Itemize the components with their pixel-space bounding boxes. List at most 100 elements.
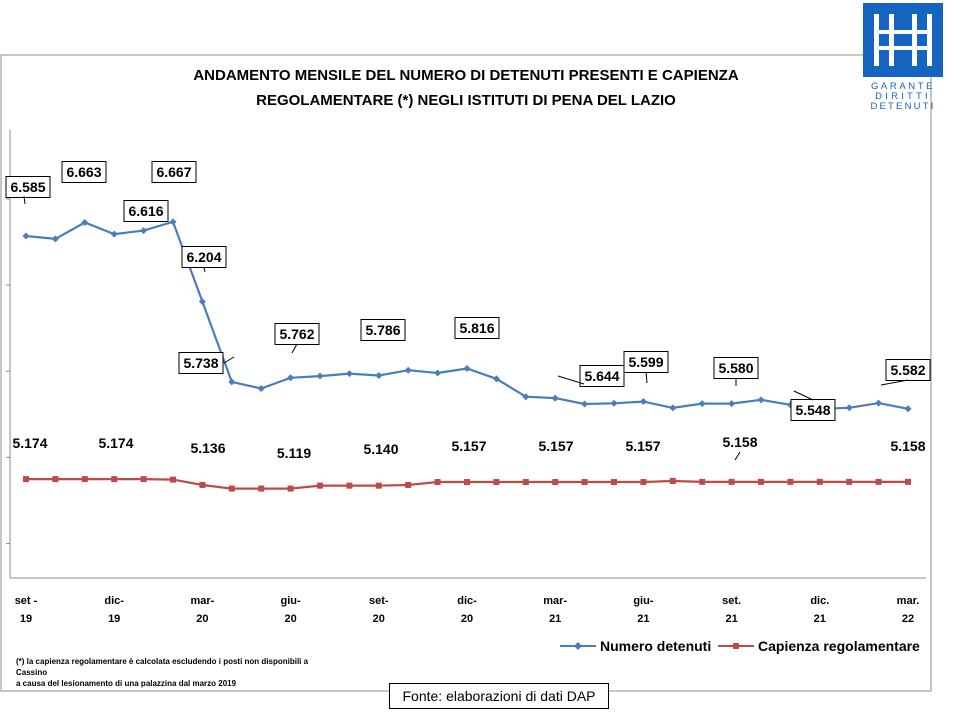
x-tick-label: giu- xyxy=(281,595,301,607)
data-point xyxy=(610,399,618,407)
logo-emblem-mark xyxy=(874,14,932,66)
data-point xyxy=(316,372,324,380)
data-point xyxy=(51,235,59,243)
data-point xyxy=(816,478,823,485)
data-label-box xyxy=(579,365,625,387)
data-label: 5.762 xyxy=(279,326,314,342)
legend: Numero detenuti Capienza regolamentare xyxy=(560,638,920,654)
data-point xyxy=(728,478,735,485)
data-label: 5.580 xyxy=(718,360,753,376)
data-point xyxy=(110,230,118,238)
data-point xyxy=(111,476,118,483)
data-point xyxy=(228,485,235,492)
data-point xyxy=(669,477,676,484)
data-label-leader xyxy=(291,343,298,354)
data-label: 5.738 xyxy=(183,355,218,371)
data-point xyxy=(140,227,148,235)
data-point xyxy=(581,479,588,486)
data-point xyxy=(464,479,470,486)
data-label-leader xyxy=(793,390,814,401)
data-point xyxy=(170,476,176,483)
data-label: 6.663 xyxy=(66,164,101,180)
data-point xyxy=(639,398,647,406)
data-point xyxy=(728,400,736,408)
data-label-box xyxy=(61,161,107,183)
data-label-leader xyxy=(645,371,648,384)
data-point xyxy=(492,375,500,383)
data-point xyxy=(22,232,30,240)
data-point xyxy=(493,479,500,486)
data-point xyxy=(345,370,353,378)
data-point xyxy=(228,378,236,386)
x-tick-label: 19 xyxy=(108,613,120,625)
data-label-box xyxy=(123,200,169,222)
x-tick-label: 21 xyxy=(814,613,826,625)
data-point xyxy=(611,479,617,486)
x-tick-label: set - xyxy=(15,595,38,607)
logo-text-garante: GARANTE xyxy=(871,81,935,92)
data-point xyxy=(522,393,530,401)
data-point xyxy=(317,482,323,489)
x-tick-label: dic. xyxy=(810,595,829,607)
footnote-line-2: a causa del lesionamento di una palazzin… xyxy=(16,679,237,688)
data-label-box xyxy=(360,319,406,341)
data-point xyxy=(198,298,206,306)
x-tick-label: giu- xyxy=(633,595,653,607)
x-tick-label: 22 xyxy=(902,613,914,625)
x-tick-label: dic- xyxy=(104,595,124,607)
data-point xyxy=(81,476,88,483)
data-point xyxy=(875,399,883,407)
data-point xyxy=(169,218,177,226)
chart-title-line-2: REGOLAMENTARE (*) NEGLI ISTITUTI DI PENA… xyxy=(256,92,676,109)
data-label: 5.158 xyxy=(722,434,757,450)
data-point xyxy=(257,384,265,392)
data-point xyxy=(463,364,471,372)
data-point xyxy=(434,479,441,486)
data-point xyxy=(140,476,147,483)
data-label-leader xyxy=(557,375,585,385)
data-point xyxy=(551,394,559,402)
data-point xyxy=(640,479,647,486)
footnote-line-1: (*) la capienza regolamentare è calcolat… xyxy=(16,657,309,677)
data-label: 5.174 xyxy=(98,435,133,451)
x-tick-label: 21 xyxy=(725,613,737,625)
data-label: 5.158 xyxy=(890,438,925,454)
x-tick-label: 20 xyxy=(373,613,385,625)
data-point xyxy=(346,482,353,489)
data-point xyxy=(375,372,383,380)
logo-text-diritti: DIRITTI xyxy=(875,91,931,102)
data-point xyxy=(875,478,882,485)
data-label: 5.174 xyxy=(12,435,47,451)
data-point xyxy=(375,482,382,489)
data-point xyxy=(23,476,29,483)
legend-label-capienza: Capienza regolamentare xyxy=(758,638,920,654)
legend-marker-numero-detenuti xyxy=(574,642,582,650)
garante-logo: GARANTE DIRITTI DETENUTI xyxy=(863,3,943,112)
data-point xyxy=(905,478,911,485)
data-label-leader xyxy=(880,379,909,386)
data-label: 5.157 xyxy=(538,438,573,454)
data-label: 5.644 xyxy=(584,368,619,384)
data-point xyxy=(404,366,412,374)
x-tick-label: 21 xyxy=(549,613,561,625)
x-tick-label: mar- xyxy=(543,595,567,607)
data-point xyxy=(81,219,89,227)
data-point xyxy=(698,400,706,408)
data-label: 5.157 xyxy=(451,438,486,454)
data-point xyxy=(581,400,589,408)
data-label: 5.140 xyxy=(363,441,398,457)
data-point xyxy=(287,374,295,382)
logo-text-detenuti: DETENUTI xyxy=(870,101,935,112)
data-point xyxy=(522,479,529,486)
data-label-box xyxy=(178,352,224,374)
data-point xyxy=(787,478,794,485)
data-label: 6.204 xyxy=(186,249,221,265)
data-point xyxy=(405,481,412,488)
data-point xyxy=(846,478,853,485)
data-label: 5.548 xyxy=(795,402,830,418)
x-tick-label: mar. xyxy=(897,595,920,607)
data-point xyxy=(52,476,59,483)
data-label-box xyxy=(5,176,51,198)
footnote: (*) la capienza regolamentare è calcolat… xyxy=(16,656,336,689)
